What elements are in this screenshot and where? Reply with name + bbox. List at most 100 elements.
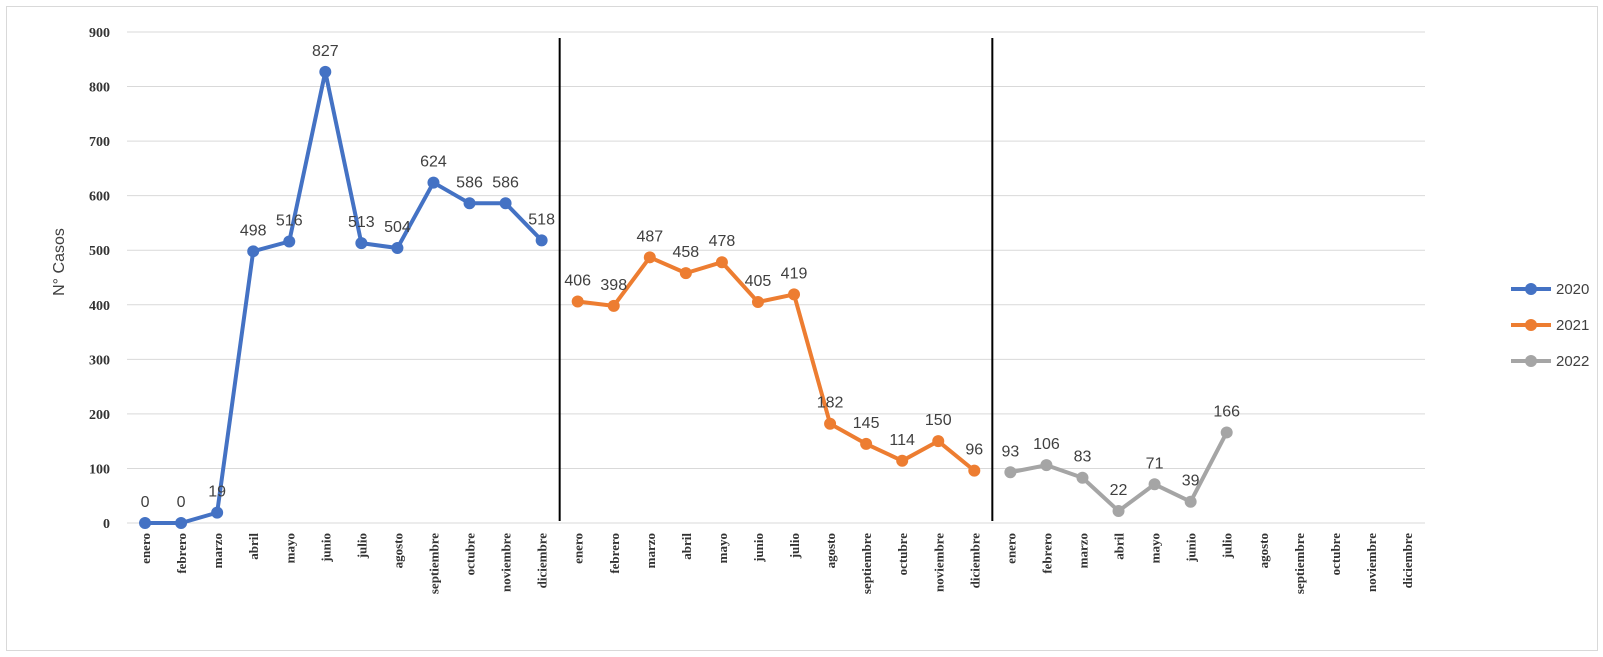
data-labels: 0 0 19 498 516 827 513 504 624 586 586 518 406 398 487… <box>141 43 1241 511</box>
y-axis-ticks: 0 100 200 300 400 500 600 700 800 900 <box>89 26 110 532</box>
data-label: 406 <box>564 273 591 290</box>
x-tick-label: junio <box>1184 533 1199 563</box>
data-point-2021 <box>932 435 945 448</box>
data-point-2022 <box>1220 426 1233 439</box>
data-label: 182 <box>817 395 844 412</box>
x-tick-label: mayo <box>1148 533 1163 563</box>
x-tick-label: noviembre <box>499 533 514 592</box>
data-point-2022 <box>1184 495 1197 508</box>
data-label: 166 <box>1213 403 1240 420</box>
y-tick-label: 900 <box>89 26 110 41</box>
data-point-2020 <box>319 65 332 78</box>
x-tick-label: febrero <box>1039 533 1054 574</box>
x-tick-label: agosto <box>390 533 405 568</box>
data-label: 586 <box>492 174 519 191</box>
gridlines <box>127 31 1425 524</box>
y-tick-label: 300 <box>89 353 110 368</box>
data-point-2020 <box>463 197 476 210</box>
data-point-2020 <box>247 245 260 258</box>
data-point-2021 <box>751 296 764 309</box>
data-point-2020 <box>499 197 512 210</box>
x-tick-label: junio <box>751 533 766 563</box>
data-point-2020 <box>535 234 548 247</box>
x-tick-label: diciembre <box>535 533 550 589</box>
series-line-2020 <box>145 69 544 525</box>
data-label: 19 <box>208 484 226 501</box>
data-label: 106 <box>1033 436 1060 453</box>
x-tick-label: febrero <box>607 533 622 574</box>
data-label: 0 <box>177 494 186 511</box>
data-point-2021 <box>824 417 837 430</box>
x-tick-label: julio <box>354 533 369 559</box>
x-tick-label: julio <box>787 533 802 559</box>
x-tick-label: noviembre <box>1364 533 1379 592</box>
data-point-2021 <box>968 464 981 477</box>
data-label: 93 <box>1001 443 1019 460</box>
legend-label-2021: 2021 <box>1556 317 1589 334</box>
x-tick-label: octubre <box>463 533 478 576</box>
x-tick-label: abril <box>679 533 694 560</box>
x-tick-label: enero <box>571 533 586 564</box>
data-point-2021 <box>715 256 728 269</box>
y-tick-label: 700 <box>89 135 110 150</box>
data-point-2021 <box>571 295 584 308</box>
x-tick-label: marzo <box>643 533 658 568</box>
y-tick-label: 200 <box>89 408 110 423</box>
data-label: 827 <box>312 43 339 60</box>
y-tick-label: 400 <box>89 299 110 314</box>
data-point-2022 <box>1040 459 1053 472</box>
data-label: 516 <box>276 212 303 229</box>
series-lines <box>139 65 1233 529</box>
data-label: 458 <box>673 244 700 261</box>
data-point-2020 <box>427 176 440 189</box>
data-point-2021 <box>860 437 873 450</box>
data-point-2021 <box>679 267 692 280</box>
data-label: 504 <box>384 219 411 236</box>
data-label: 83 <box>1074 449 1092 466</box>
legend-label-2022: 2022 <box>1556 353 1589 370</box>
x-tick-label: mayo <box>282 533 297 563</box>
data-point-2022 <box>1112 504 1125 517</box>
data-point-2020 <box>355 237 368 250</box>
x-tick-label: septiembre <box>1292 533 1307 594</box>
x-tick-label: marzo <box>1075 533 1090 568</box>
data-label: 624 <box>420 154 447 171</box>
data-point-2021 <box>788 288 801 301</box>
data-label: 145 <box>853 415 880 432</box>
x-tick-label: julio <box>1220 533 1235 559</box>
y-tick-label: 600 <box>89 190 110 205</box>
data-label: 0 <box>141 494 150 511</box>
year-separators <box>558 38 994 521</box>
data-label: 405 <box>745 273 772 290</box>
x-tick-label: noviembre <box>931 533 946 592</box>
data-point-2021 <box>896 454 909 467</box>
data-label: 518 <box>528 211 555 228</box>
x-tick-label: diciembre <box>967 533 982 589</box>
data-point-2022 <box>1148 478 1161 491</box>
data-point-2020 <box>283 235 296 248</box>
data-point-2021 <box>607 299 620 312</box>
legend-marker-2022 <box>1525 355 1537 367</box>
x-tick-label: diciembre <box>1400 533 1415 589</box>
data-label: 586 <box>456 174 483 191</box>
x-tick-label: abril <box>1112 533 1127 560</box>
legend: 2020 2021 2022 <box>1511 281 1589 370</box>
y-tick-label: 100 <box>89 462 110 477</box>
data-label: 39 <box>1182 473 1200 490</box>
data-label: 498 <box>240 222 267 239</box>
x-tick-label: enero <box>138 533 153 564</box>
y-tick-label: 0 <box>103 517 110 532</box>
data-label: 419 <box>781 265 808 282</box>
data-point-2020 <box>139 517 152 529</box>
data-label: 71 <box>1146 455 1164 472</box>
x-tick-label: agosto <box>823 533 838 568</box>
data-label: 478 <box>709 233 736 250</box>
x-tick-label: junio <box>318 533 333 563</box>
x-tick-label: septiembre <box>426 533 441 594</box>
x-tick-label: abril <box>246 533 261 560</box>
x-axis-ticks: enero febrero marzo abril mayo junio julio agos… <box>138 533 1415 595</box>
x-tick-label: octubre <box>1328 533 1343 576</box>
data-label: 22 <box>1110 482 1128 499</box>
legend-marker-2021 <box>1525 319 1537 331</box>
